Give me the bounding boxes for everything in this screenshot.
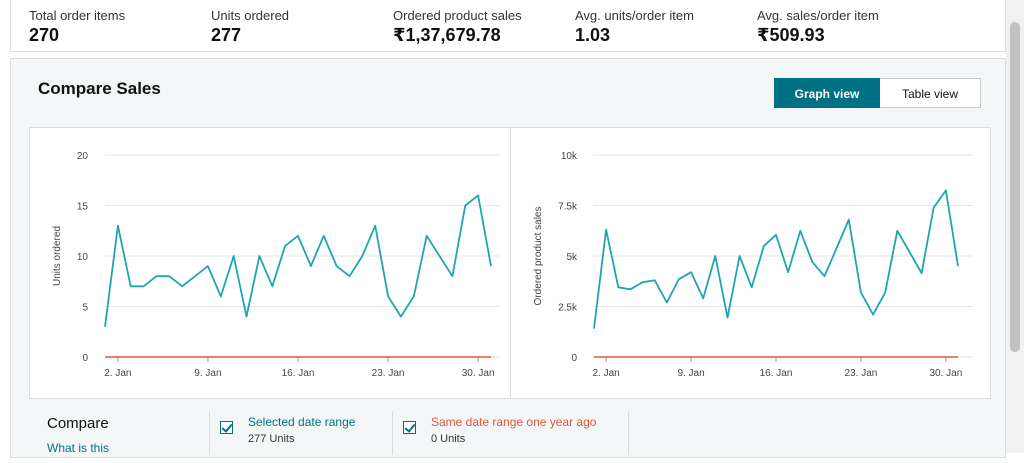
y-axis-label: Units ordered <box>52 226 63 286</box>
units-ordered-chart: 0 5 10 15 20 Units ordered 2. Jan 9. Jan 16. Jan… <box>29 127 511 399</box>
metric-avg-sales-per-order-item: Avg. sales/order item ₹509.93 <box>757 8 879 46</box>
legend-item-sub: 0 Units <box>431 433 466 445</box>
view-toggle: Graph view Table view <box>774 78 981 108</box>
compare-sales-panel: Compare Sales Graph view Table view 0 5 10… <box>10 58 1006 458</box>
graph-view-button[interactable]: Graph view <box>774 78 880 108</box>
y-tick-label: 10 <box>77 252 89 263</box>
legend-item-sub: 277 Units <box>248 433 295 445</box>
compare-legend: Compare What is this Selected date range… <box>11 403 1007 463</box>
ordered-product-sales-chart: 0 2.5k 5k 7.5k 10k Ordered product sales 2. Ja… <box>510 127 991 399</box>
x-tick-label: 16. Jan <box>282 368 315 379</box>
y-tick-label: 20 <box>77 151 89 162</box>
metric-avg-units-per-order-item: Avg. units/order item 1.03 <box>575 8 694 46</box>
x-tick-label: 30. Jan <box>929 368 962 379</box>
metric-label: Units ordered <box>211 8 290 23</box>
page-scrollbar[interactable] <box>1006 0 1024 453</box>
legend-item-selected-range[interactable]: Selected date range 277 Units <box>209 411 393 455</box>
metric-label: Ordered product sales <box>393 8 522 23</box>
x-tick-label: 16. Jan <box>760 368 793 379</box>
metric-total-order-items: Total order items 270 <box>29 8 125 46</box>
metric-label: Avg. units/order item <box>575 8 694 23</box>
y-tick-label: 15 <box>77 202 89 213</box>
x-tick-label: 23. Jan <box>372 368 405 379</box>
metric-ordered-product-sales: Ordered product sales ₹1,37,679.78 <box>393 8 522 46</box>
x-tick-label: 23. Jan <box>845 368 878 379</box>
legend-item-name: Selected date range <box>248 415 356 429</box>
metrics-bar: Total order items 270 Units ordered 277 … <box>10 0 1006 52</box>
metric-label: Total order items <box>29 8 126 23</box>
ordered-product-sales-chart-svg: 0 2.5k 5k 7.5k 10k Ordered product sales 2. Ja… <box>533 151 973 379</box>
metric-value: 1.03 <box>575 25 611 45</box>
legend-item-last-year[interactable]: Same date range one year ago 0 Units <box>393 411 629 455</box>
metric-value: 277 <box>211 25 242 45</box>
x-tick-label: 2. Jan <box>593 368 620 379</box>
x-tick-label: 2. Jan <box>104 368 131 379</box>
units-ordered-chart-svg: 0 5 10 15 20 Units ordered 2. Jan 9. Jan 16. Jan… <box>52 151 500 379</box>
y-tick-label: 5k <box>566 252 578 263</box>
y-tick-label: 5 <box>82 303 88 314</box>
what-is-this-link[interactable]: What is this <box>47 441 110 455</box>
compare-label: Compare <box>47 415 109 432</box>
metric-units-ordered: Units ordered 277 <box>211 8 289 46</box>
scrollbar-thumb[interactable] <box>1010 22 1020 352</box>
y-tick-label: 10k <box>561 151 578 162</box>
series-line-selected-range[interactable] <box>593 189 959 329</box>
y-tick-label: 0 <box>571 353 577 364</box>
y-tick-label: 7.5k <box>558 202 578 213</box>
legend-item-name: Same date range one year ago <box>431 415 597 429</box>
series-line-selected-range[interactable] <box>104 194 492 327</box>
y-tick-label: 0 <box>82 353 88 364</box>
metric-value: ₹1,37,679.78 <box>393 25 501 45</box>
metric-value: 270 <box>29 25 60 45</box>
x-tick-label: 30. Jan <box>462 368 495 379</box>
x-tick-label: 9. Jan <box>677 368 704 379</box>
table-view-button[interactable]: Table view <box>880 78 981 108</box>
metric-value: ₹509.93 <box>757 25 825 45</box>
y-axis-label: Ordered product sales <box>533 207 544 306</box>
y-tick-label: 2.5k <box>558 303 578 314</box>
last-year-checkbox[interactable] <box>403 421 416 434</box>
compare-sales-title: Compare Sales <box>38 79 161 98</box>
x-tick-label: 9. Jan <box>194 368 221 379</box>
metric-label: Avg. sales/order item <box>757 8 879 23</box>
selected-range-checkbox[interactable] <box>220 421 233 434</box>
